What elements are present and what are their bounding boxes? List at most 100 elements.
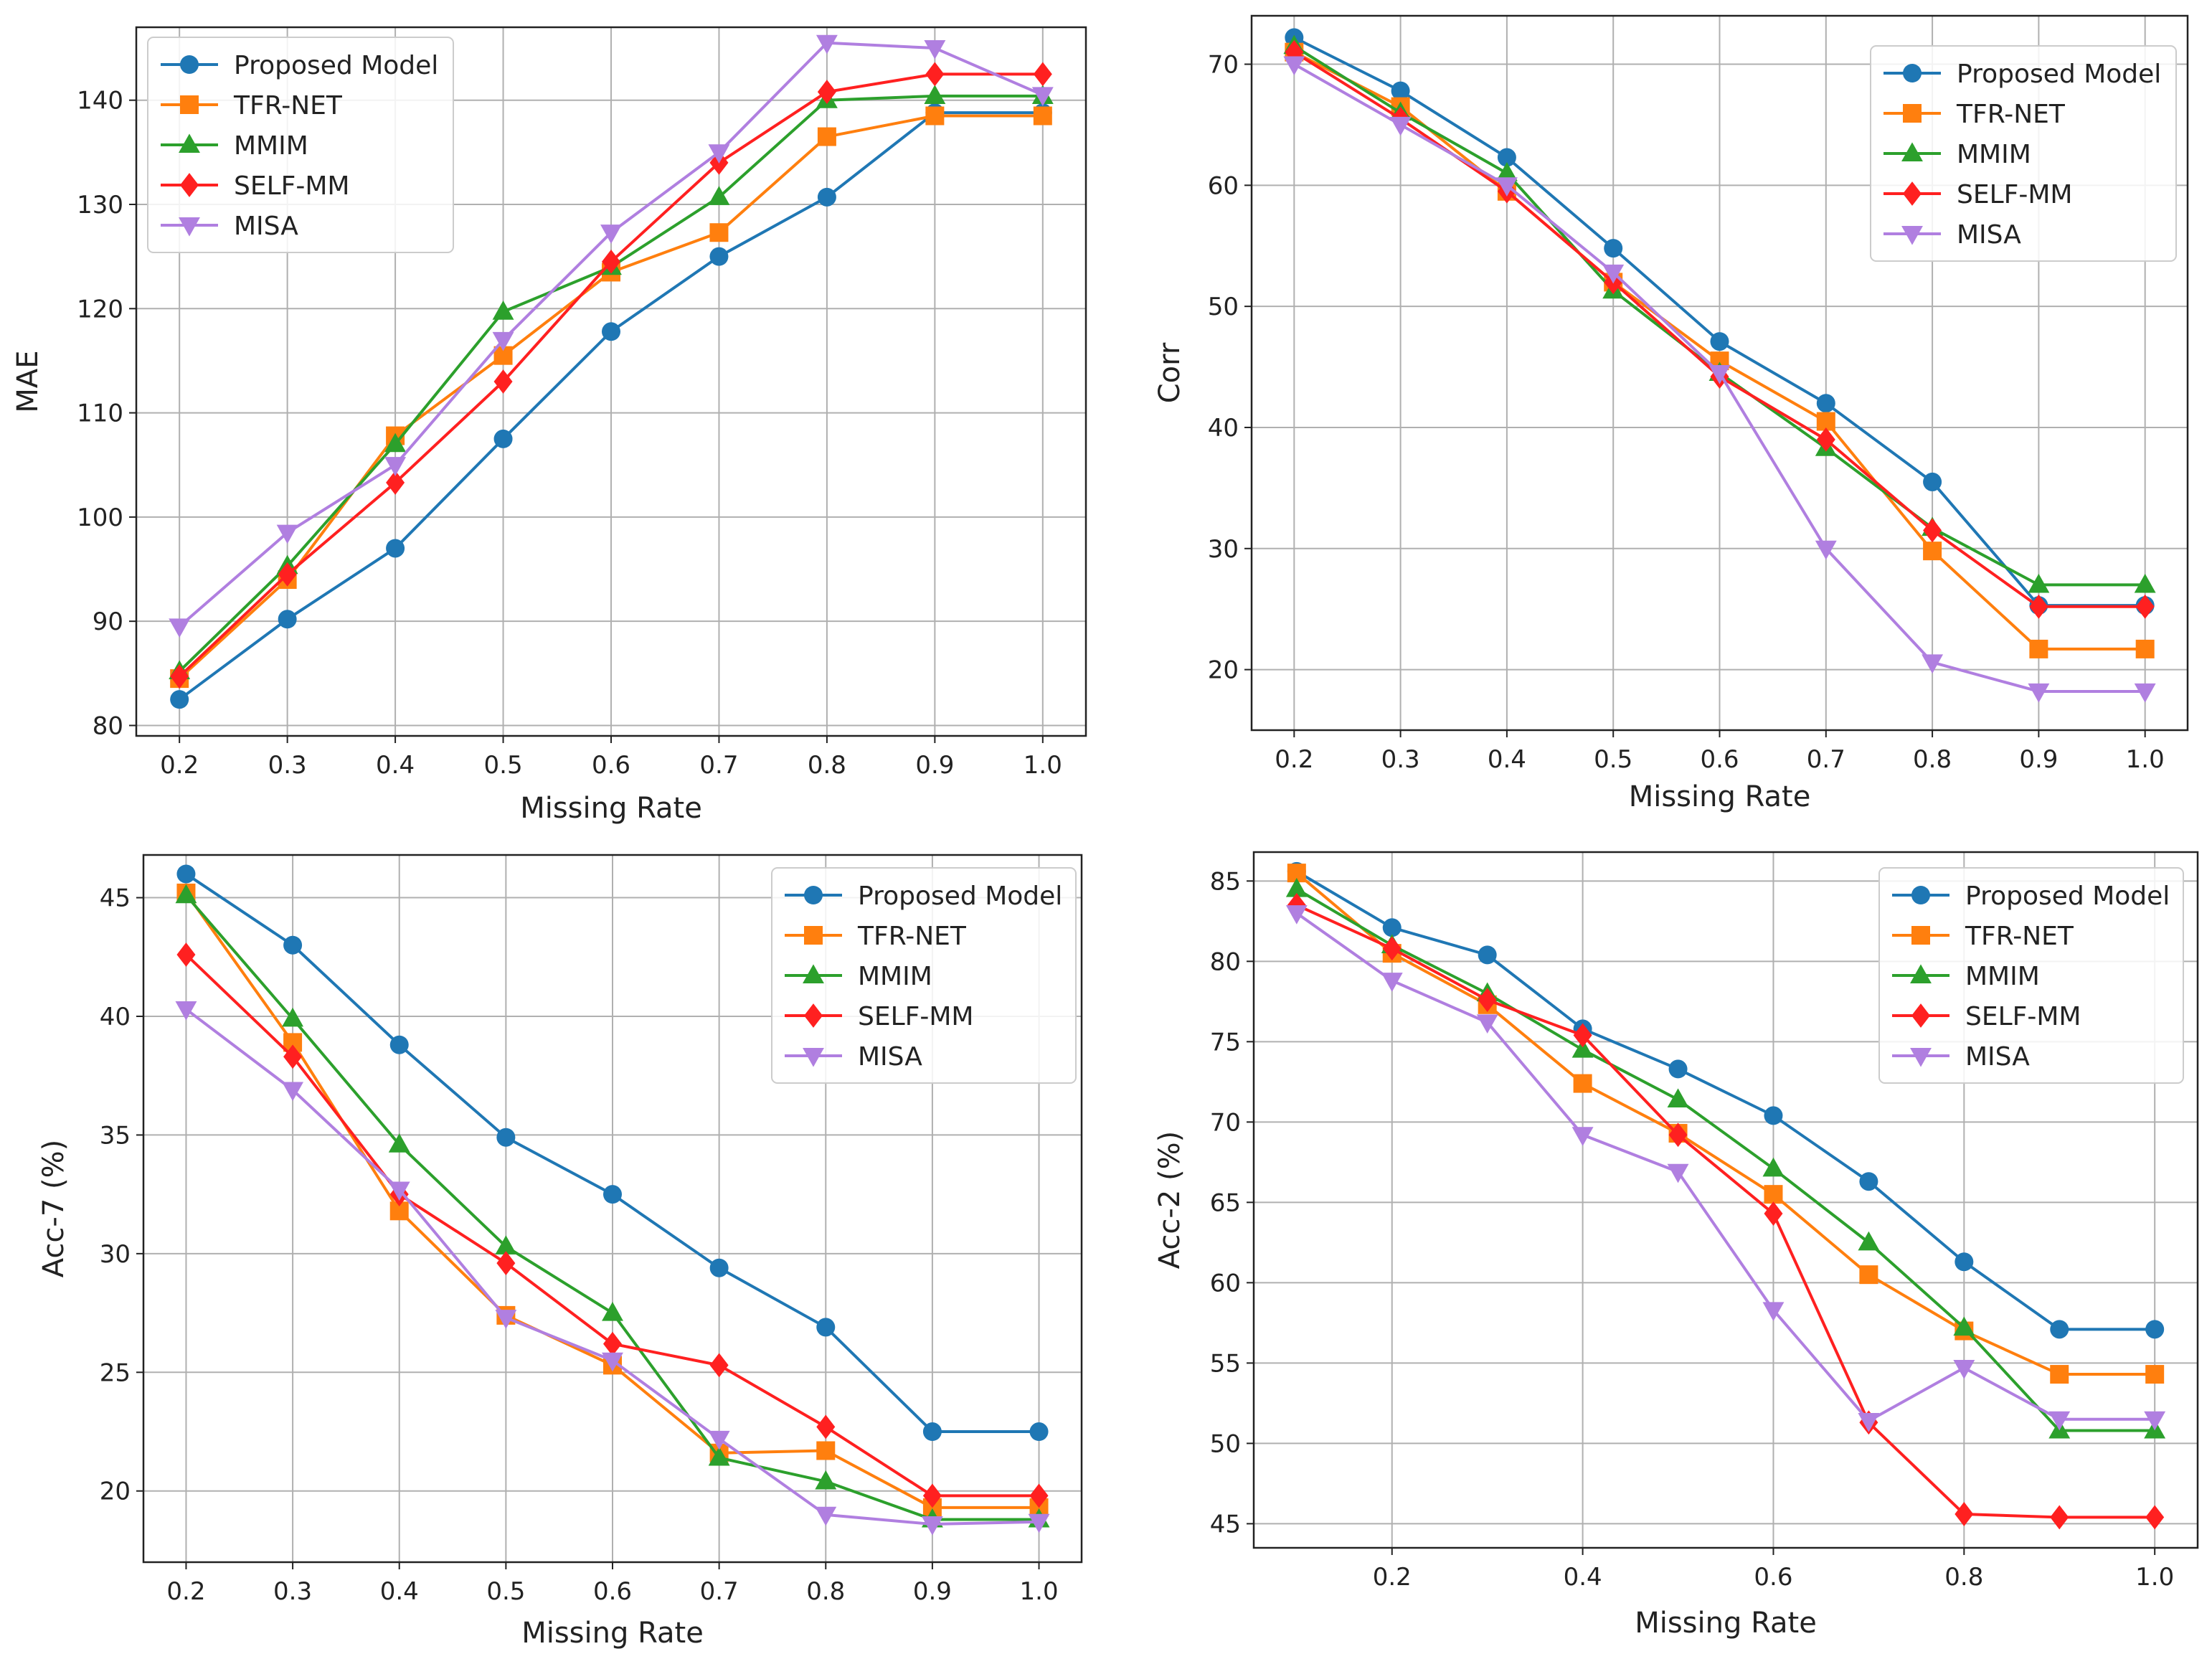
data-point [1922,654,1944,674]
x-tick-label: 0.8 [1913,745,1952,774]
data-point [1031,87,1054,107]
data-point [922,1422,942,1442]
series-misa [175,1001,1050,1536]
series-line [1295,912,2155,1423]
series-line [1295,871,2155,1376]
data-point [1495,161,1518,181]
data-point [1815,540,1837,560]
data-point [1816,394,1835,413]
x-tick-label: 0.6 [593,1577,632,1606]
data-point [925,62,945,87]
data-point [384,457,407,476]
data-point [602,1352,623,1372]
data-point [1285,905,1308,925]
data-point [1029,1422,1049,1442]
data-point [1382,936,1402,961]
legend-label: MISA [1957,220,2021,250]
legend-label: TFR-NET [233,91,343,120]
legend-marker [1903,64,1922,82]
data-point [1668,1122,1688,1148]
data-point [492,301,514,320]
data-point [816,1441,836,1460]
legend-entry-proposed-model: Proposed Model [785,882,1062,911]
legend-entry-tfr-net: TFR-NET [1883,100,2066,129]
data-point [493,429,513,448]
x-tick-label: 0.6 [592,751,630,780]
data-point [2145,1365,2165,1384]
legend-marker [1903,104,1922,123]
y-tick-label: 80 [1210,947,1241,976]
x-tick-label: 0.5 [486,1577,525,1606]
legend-entry-tfr-net: TFR-NET [1892,922,2074,951]
y-axis-label: Corr [1153,342,1186,403]
legend-marker [803,964,824,984]
legend-label: TFR-NET [1956,100,2066,129]
legend-entry-tfr-net: TFR-NET [785,922,967,951]
legend-marker [1901,225,1923,245]
x-tick-label: 0.5 [1594,745,1632,774]
data-point [709,1258,729,1277]
series-misa [1285,905,2166,1432]
x-tick-label: 1.0 [1024,751,1062,780]
legend: Proposed Model TFR-NET MMIM SELF-MM MISA [147,37,454,253]
legend: Proposed Model TFR-NET MMIM SELF-MM MISA [1878,867,2184,1084]
x-tick-label: 0.9 [2019,745,2058,774]
data-point [602,1301,623,1321]
y-tick-label: 65 [1210,1188,1241,1217]
data-point [924,40,946,60]
series-misa [1283,56,2156,703]
x-tick-label: 0.3 [1381,745,1420,774]
x-tick-label: 0.3 [273,1577,312,1606]
data-point [1495,177,1518,197]
y-tick-label: 90 [93,608,123,636]
data-point [709,247,729,266]
data-point [283,935,303,955]
data-point [1764,1201,1783,1226]
data-point [176,942,196,967]
legend-label: MMIM [1957,140,2031,169]
legend-marker [1901,142,1923,162]
data-point [2028,573,2050,593]
legend-entry-self-mm: SELF-MM [1892,1002,2081,1031]
data-point [708,144,730,164]
data-point [816,1414,836,1440]
legend-marker [1903,181,1922,206]
y-tick-label: 30 [1208,535,1239,564]
data-point [1476,1014,1498,1034]
legend-entry-tfr-net: TFR-NET [161,91,343,120]
data-point [2050,1365,2069,1384]
chart-acc7: 0.2 0.3 0.4 0.5 0.6 0.7 0.8 0.9 1.0 20 25 30 35 40 45 M… [37,854,1083,1650]
legend-marker [804,1003,823,1028]
legend-entry-mmim: MMIM [785,962,932,991]
legend-entry-mmim: MMIM [1892,962,2040,991]
legend-label: SELF-MM [1965,1002,2081,1031]
data-point [175,1001,197,1021]
y-tick-label: 75 [1210,1028,1241,1057]
x-tick-label: 0.5 [484,751,523,780]
data-point [282,1007,304,1027]
legend-box [1878,867,2184,1084]
x-tick-label: 0.8 [806,1577,845,1606]
x-tick-label: 1.0 [1020,1577,1059,1606]
data-point [169,618,191,638]
y-tick-label: 50 [1210,1429,1241,1458]
legend-entry-self-mm: SELF-MM [1883,180,2072,209]
data-point [496,1251,516,1276]
data-point [709,1353,729,1378]
legend-label: MMIM [858,962,932,991]
legend-label: Proposed Model [858,882,1062,911]
x-tick-label: 0.4 [1564,1563,1602,1592]
legend-label: Proposed Model [234,51,438,80]
data-point [170,690,189,709]
x-tick-label: 0.7 [699,751,738,780]
data-point [1710,332,1729,351]
y-tick-label: 120 [77,295,123,323]
data-point [1955,1252,1974,1272]
x-tick-label: 0.7 [1807,745,1845,774]
series-proposed-model [176,864,1049,1442]
data-point [282,1082,304,1102]
legend-marker [804,926,823,945]
x-tick-label: 0.2 [160,751,199,780]
data-point [388,1181,410,1201]
